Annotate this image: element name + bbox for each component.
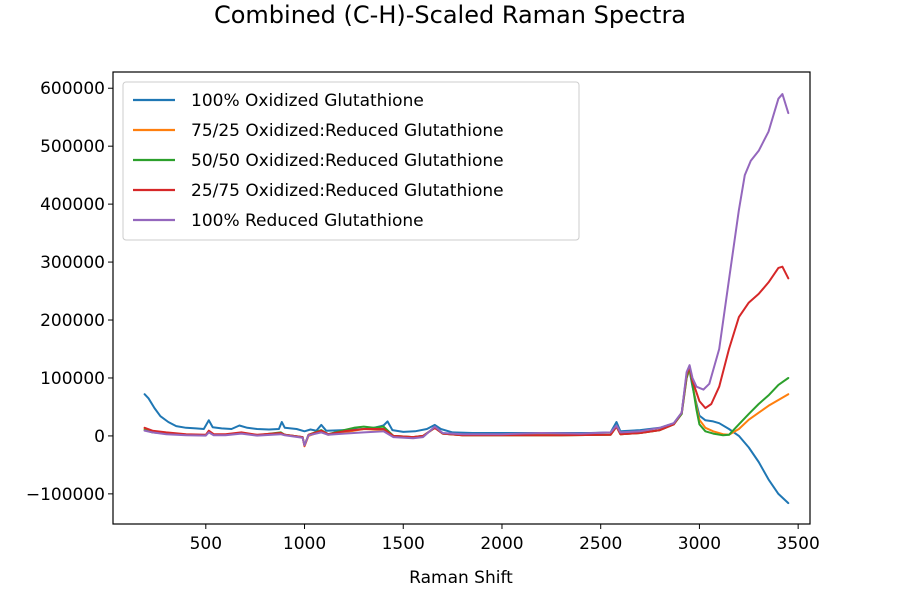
x-tick-label: 3000 xyxy=(678,534,721,554)
chart-title: Combined (C-H)-Scaled Raman Spectra xyxy=(214,1,686,29)
legend-label: 100% Reduced Glutathione xyxy=(191,211,424,231)
y-tick-label: 600000 xyxy=(40,79,105,99)
x-tick-label: 1000 xyxy=(283,534,326,554)
legend-box xyxy=(122,81,580,241)
y-axis: −100000 0 100000 200000 300000 400000 500000 60… xyxy=(26,79,113,505)
x-tick-label: 2500 xyxy=(579,534,622,554)
series-line-4 xyxy=(143,265,790,447)
y-tick-label: 400000 xyxy=(40,195,105,215)
x-axis: 500 1000 1500 2000 2500 3000 3500 xyxy=(190,524,820,554)
legend-item-5[interactable]: 100% Reduced Glutathione xyxy=(133,211,424,231)
series-line-5 xyxy=(143,93,790,447)
x-tick-label: 500 xyxy=(190,534,222,554)
x-tick-label: 1500 xyxy=(382,534,425,554)
legend[interactable]: 100% Oxidized Glutathione 75/25 Oxidized:… xyxy=(122,81,580,241)
x-axis-label: Raman Shift xyxy=(409,568,513,588)
legend-label: 75/25 Oxidized:Reduced Glutathione xyxy=(191,121,504,141)
legend-item-2[interactable]: 75/25 Oxidized:Reduced Glutathione xyxy=(133,121,504,141)
y-tick-label: −100000 xyxy=(26,485,105,505)
legend-label: 100% Oxidized Glutathione xyxy=(191,91,424,111)
y-tick-label: 0 xyxy=(94,427,105,447)
legend-item-4[interactable]: 25/75 Oxidized:Reduced Glutathione xyxy=(133,181,504,201)
plot-area xyxy=(112,71,811,525)
legend-item-3[interactable]: 50/50 Oxidized:Reduced Glutathione xyxy=(133,151,504,171)
y-tick-label: 200000 xyxy=(40,311,105,331)
y-tick-label: 100000 xyxy=(40,369,105,389)
plot-frame xyxy=(112,71,811,525)
legend-item-1[interactable]: 100% Oxidized Glutathione xyxy=(133,91,424,111)
legend-label: 25/75 Oxidized:Reduced Glutathione xyxy=(191,181,504,201)
x-tick-label: 2000 xyxy=(480,534,523,554)
y-tick-label: 500000 xyxy=(40,137,105,157)
series-lines xyxy=(143,93,790,505)
x-tick-label: 3500 xyxy=(777,534,820,554)
legend-label: 50/50 Oxidized:Reduced Glutathione xyxy=(191,151,504,171)
y-tick-label: 300000 xyxy=(40,253,105,273)
